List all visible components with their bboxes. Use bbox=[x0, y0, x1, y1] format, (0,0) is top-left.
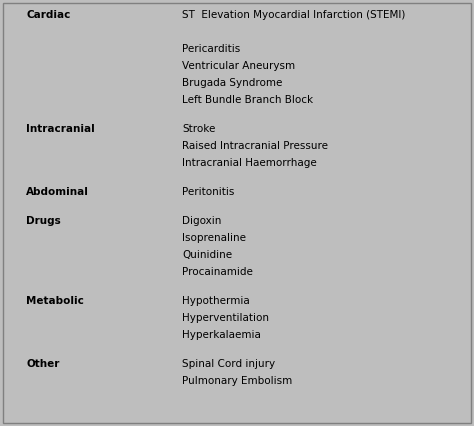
Text: Other: Other bbox=[26, 359, 59, 369]
Text: Hypothermia: Hypothermia bbox=[182, 296, 250, 306]
Text: Spinal Cord injury: Spinal Cord injury bbox=[182, 359, 275, 369]
Text: Digoxin: Digoxin bbox=[182, 216, 222, 226]
Text: Peritonitis: Peritonitis bbox=[182, 187, 235, 197]
Text: Cardiac: Cardiac bbox=[26, 10, 71, 20]
Text: Abdominal: Abdominal bbox=[26, 187, 89, 197]
Text: Intracranial: Intracranial bbox=[26, 124, 95, 134]
Text: Raised Intracranial Pressure: Raised Intracranial Pressure bbox=[182, 141, 328, 151]
Text: Quinidine: Quinidine bbox=[182, 250, 233, 260]
Text: Ventricular Aneurysm: Ventricular Aneurysm bbox=[182, 61, 296, 71]
Text: Intracranial Haemorrhage: Intracranial Haemorrhage bbox=[182, 158, 317, 168]
Text: Brugada Syndrome: Brugada Syndrome bbox=[182, 78, 283, 88]
Text: Pericarditis: Pericarditis bbox=[182, 44, 241, 54]
Text: Pulmonary Embolism: Pulmonary Embolism bbox=[182, 376, 293, 386]
Text: Hyperventilation: Hyperventilation bbox=[182, 313, 270, 323]
Text: Hyperkalaemia: Hyperkalaemia bbox=[182, 330, 261, 340]
Text: Procainamide: Procainamide bbox=[182, 267, 254, 277]
Text: ST  Elevation Myocardial Infarction (STEMI): ST Elevation Myocardial Infarction (STEM… bbox=[182, 10, 406, 20]
Text: Stroke: Stroke bbox=[182, 124, 216, 134]
Text: Drugs: Drugs bbox=[26, 216, 61, 226]
Text: Left Bundle Branch Block: Left Bundle Branch Block bbox=[182, 95, 314, 105]
Text: Isoprenaline: Isoprenaline bbox=[182, 233, 246, 243]
Text: Metabolic: Metabolic bbox=[26, 296, 84, 306]
